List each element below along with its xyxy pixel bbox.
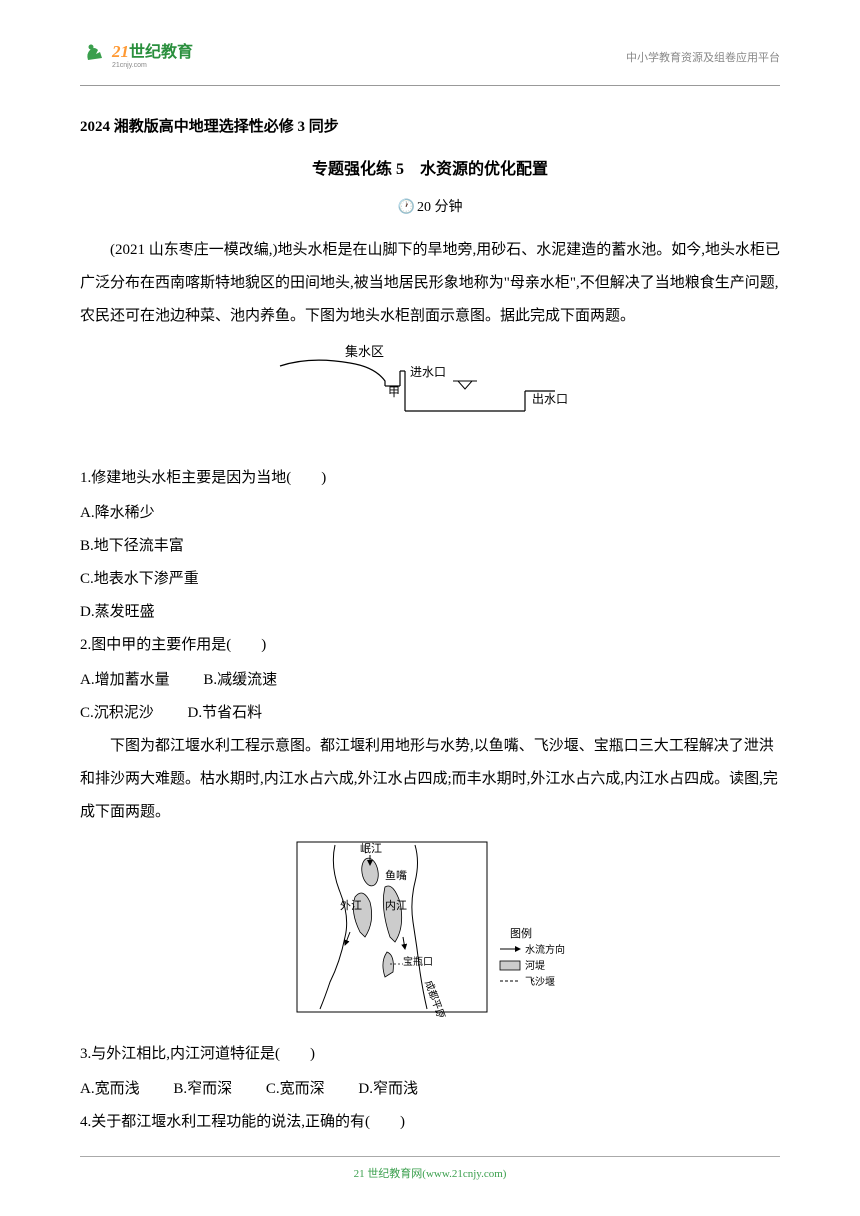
legend-dike: 河堤 bbox=[525, 960, 545, 972]
question-4: 4.关于都江堰水利工程功能的说法,正确的有( ) bbox=[80, 1106, 780, 1139]
logo: 21世纪教育 21cnjy.com bbox=[80, 40, 193, 73]
label-marker: 甲 bbox=[388, 385, 400, 399]
document-title: 2024 湘教版高中地理选择性必修 3 同步 bbox=[80, 111, 780, 144]
q2-option-b: B.减缓流速 bbox=[203, 664, 277, 697]
q2-options-line1: A.增加蓄水量 B.减缓流速 bbox=[80, 664, 780, 697]
topic-title: 专题强化练 5 水资源的优化配置 bbox=[80, 152, 780, 187]
q3-options: A.宽而浅 B.窄而深 C.宽而深 D.窄而浅 bbox=[80, 1073, 780, 1106]
page-footer: 21 世纪教育网(www.21cnjy.com) bbox=[80, 1156, 780, 1181]
page-header: 21世纪教育 21cnjy.com 中小学教育资源及组卷应用平台 bbox=[80, 40, 780, 86]
time-indicator: 🕐20 分钟 bbox=[80, 193, 780, 224]
legend-title: 图例 bbox=[510, 926, 532, 940]
label-neijiang: 内江 bbox=[385, 898, 407, 912]
label-outlet: 出水口 bbox=[532, 392, 568, 406]
label-chengdu: 成都平原 bbox=[422, 979, 447, 1017]
label-inlet: 进水口 bbox=[410, 365, 446, 379]
question-3: 3.与外江相比,内江河道特征是( ) bbox=[80, 1038, 780, 1071]
q3-option-d: D.窄而浅 bbox=[358, 1073, 418, 1106]
q2-option-c: C.沉积泥沙 bbox=[80, 697, 154, 730]
passage-1: (2021 山东枣庄一模改编,)地头水柜是在山脚下的旱地旁,用砂石、水泥建造的蓄… bbox=[80, 234, 780, 333]
logo-text: 21世纪教育 21cnjy.com bbox=[112, 43, 193, 69]
logo-main-text: 21世纪教育 bbox=[112, 43, 193, 62]
q3-option-b: B.窄而深 bbox=[173, 1073, 232, 1106]
legend-flow: 水流方向 bbox=[525, 943, 565, 956]
clock-icon: 🕐 bbox=[398, 200, 415, 215]
q1-option-c: C.地表水下渗严重 bbox=[80, 563, 780, 596]
label-minjiang: 岷江 bbox=[360, 842, 382, 855]
q2-option-a: A.增加蓄水量 bbox=[80, 664, 170, 697]
q3-option-a: A.宽而浅 bbox=[80, 1073, 140, 1106]
label-catchment: 集水区 bbox=[345, 344, 384, 359]
q1-option-d: D.蒸发旺盛 bbox=[80, 596, 780, 629]
time-text: 20 分钟 bbox=[417, 200, 463, 215]
question-2: 2.图中甲的主要作用是( ) bbox=[80, 629, 780, 662]
legend-feisha: 飞沙堰 bbox=[525, 976, 555, 988]
q2-options-line2: C.沉积泥沙 D.节省石料 bbox=[80, 697, 780, 730]
document-content: 2024 湘教版高中地理选择性必修 3 同步 专题强化练 5 水资源的优化配置 … bbox=[80, 111, 780, 1139]
passage-2: 下图为都江堰水利工程示意图。都江堰利用地形与水势,以鱼嘴、飞沙堰、宝瓶口三大工程… bbox=[80, 730, 780, 829]
q2-option-d: D.节省石料 bbox=[188, 697, 263, 730]
question-1: 1.修建地头水柜主要是因为当地( ) bbox=[80, 462, 780, 495]
diagram-2: 岷江 鱼嘴 外江 内江 宝瓶口 成都平原 图例 水流方向 河堤 飞沙堰 bbox=[80, 837, 780, 1030]
logo-icon bbox=[80, 40, 108, 73]
q1-option-b: B.地下径流丰富 bbox=[80, 530, 780, 563]
label-waijiang: 外江 bbox=[340, 899, 362, 912]
q1-option-a: A.降水稀少 bbox=[80, 497, 780, 530]
q3-option-c: C.宽而深 bbox=[266, 1073, 325, 1106]
label-yuzui: 鱼嘴 bbox=[385, 868, 407, 882]
label-baoping: 宝瓶口 bbox=[403, 955, 433, 968]
diagram-1: 集水区 甲 进水口 出水口 bbox=[80, 341, 780, 454]
header-right-text: 中小学教育资源及组卷应用平台 bbox=[626, 49, 780, 65]
logo-sub-text: 21cnjy.com bbox=[112, 62, 193, 70]
